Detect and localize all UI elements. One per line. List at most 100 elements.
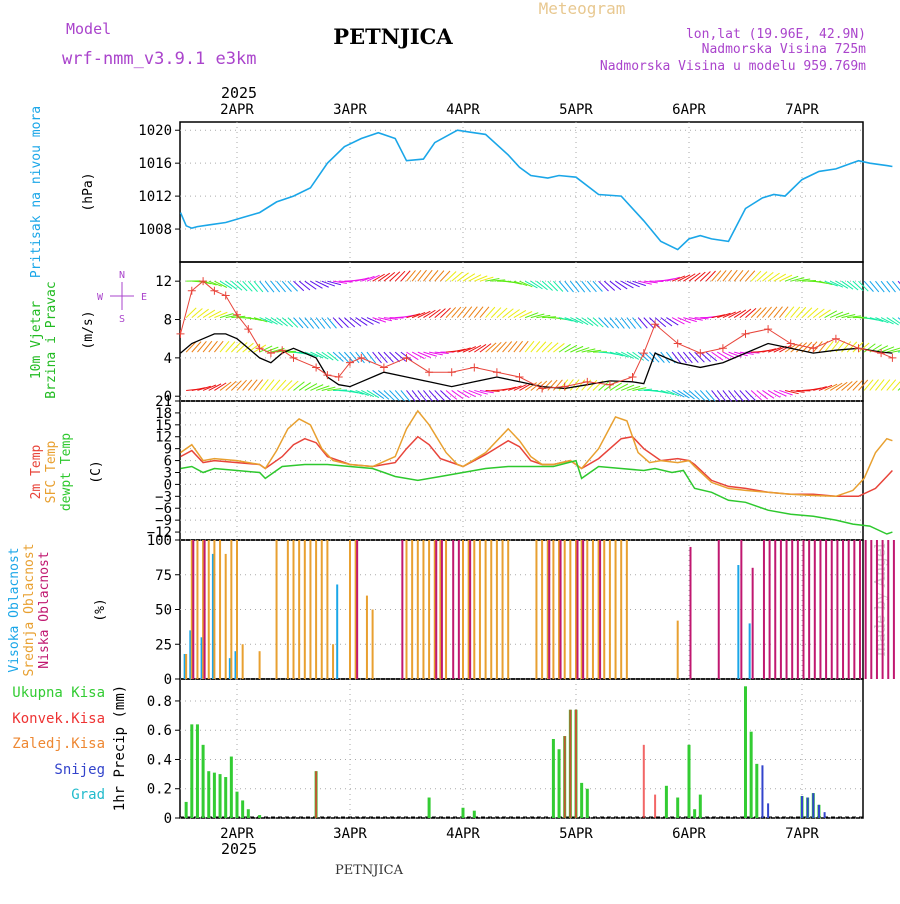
- wind-arrow: [559, 344, 571, 352]
- cloud-bar-2: [808, 540, 810, 679]
- precip-ytick-label: 0: [164, 811, 172, 827]
- year-bottom: 2025: [221, 840, 257, 858]
- wind-arrow: [695, 390, 705, 400]
- cloud-bar-1: [677, 621, 679, 679]
- day-label-top-6APR: 6APR: [672, 102, 706, 118]
- wind-arrow: [553, 281, 562, 291]
- cloud-bar-2: [469, 540, 471, 679]
- temp-ylabel-label-2: dewpt Temp: [59, 433, 74, 511]
- wind-arrow: [203, 310, 215, 318]
- precip-bar-0: [580, 783, 583, 818]
- cloud-bar-1: [564, 540, 566, 679]
- wind-arrow: [463, 274, 475, 281]
- cloud-bar-2: [887, 540, 889, 679]
- cloud-bar-1: [309, 540, 311, 679]
- wind-arrow: [751, 308, 761, 318]
- panel-frame-2: [180, 401, 863, 540]
- wind-arrow: [559, 281, 568, 292]
- cloud-bar-0: [749, 623, 751, 679]
- wind-arrow: [333, 352, 343, 361]
- wind-arrow: [768, 273, 779, 281]
- wind-arrow: [390, 390, 400, 400]
- temp-line-2: [181, 461, 893, 534]
- temp-line-1: [181, 411, 893, 496]
- cloud-bar-2: [599, 540, 601, 679]
- cloud-ytick-label: 75: [155, 568, 172, 584]
- cloud-bar-1: [236, 540, 238, 679]
- cloud-bar-1: [479, 540, 481, 679]
- cloud-bar-2: [814, 540, 816, 679]
- cloud-bar-2: [752, 568, 754, 679]
- wind-arrow: [762, 307, 771, 318]
- cloud-bar-1: [626, 540, 628, 679]
- wind-arrow: [390, 272, 400, 281]
- precip-bar-1: [569, 710, 571, 818]
- cloud-bar-2: [204, 540, 206, 679]
- precip-bar-0: [688, 745, 691, 818]
- wind-arrow: [627, 281, 640, 287]
- wind-gust-line: [181, 281, 893, 388]
- wind-arrow: [553, 343, 564, 352]
- wind-speed-line: [181, 334, 893, 389]
- wind-arrow: [299, 318, 308, 329]
- precip-legend-3: Snijeg: [54, 762, 105, 778]
- cloud-bar-1: [615, 540, 617, 679]
- day-label-bottom-5APR: 5APR: [559, 826, 593, 842]
- pressure-ytick-label: 1012: [138, 189, 172, 205]
- panel-frames: [180, 122, 863, 818]
- cloud-bar-2: [786, 540, 788, 679]
- wind-arrow: [401, 271, 410, 281]
- model-elevation: Nadmorska Visina u modelu 959.769m: [600, 59, 866, 74]
- cloud-bar-1: [535, 540, 537, 679]
- cloud-bar-2: [582, 540, 584, 679]
- precip-bar-3: [807, 798, 809, 818]
- day-label-bottom-6APR: 6APR: [672, 826, 706, 842]
- wind-arrow: [830, 312, 843, 318]
- cloud-bar-2: [893, 540, 895, 679]
- wind-unit: (m/s): [81, 310, 96, 349]
- wind-arrow: [774, 390, 787, 396]
- cloud-bar-1: [242, 644, 244, 679]
- wind-arrow: [762, 272, 773, 281]
- wind-ytick-label: 8: [164, 313, 172, 329]
- wind-arrow: [401, 390, 410, 401]
- precip-bar-0: [230, 757, 233, 818]
- wind-arrow: [881, 347, 894, 352]
- wind-gust-point: [222, 292, 230, 300]
- wind-arrow: [440, 308, 450, 318]
- wind-gust-point: [516, 373, 524, 381]
- wind-arrow: [604, 281, 614, 290]
- cloud-bar-2: [780, 540, 782, 679]
- wind-arrow: [813, 309, 824, 318]
- wind-arrow: [700, 271, 710, 281]
- wind-arrow: [491, 342, 501, 352]
- precip-bar-0: [224, 777, 227, 818]
- cloud-bar-1: [428, 540, 430, 679]
- cloud-bar-2: [803, 540, 805, 679]
- cloud-ylabel-label-0: Visoka Oblacnost: [7, 547, 22, 672]
- wind-gust-point: [764, 325, 772, 333]
- wind-arrow: [463, 390, 476, 396]
- wind-arrow: [367, 318, 380, 324]
- precip-ylabel: 1hr Precip (mm): [112, 685, 128, 811]
- wind-arrow: [666, 318, 678, 325]
- wind-gust-point: [640, 349, 648, 357]
- cloud-bar-2: [690, 547, 692, 679]
- precip-bar-0: [207, 771, 210, 818]
- wind-gust-point: [425, 368, 433, 376]
- cloud-bar-2: [577, 540, 579, 679]
- precip-bar-3: [824, 812, 826, 818]
- compass-east: E: [141, 292, 147, 303]
- precip-bar-0: [213, 773, 216, 818]
- cloud-ytick-label: 25: [155, 637, 172, 653]
- pressure-unit: (hPa): [81, 172, 96, 211]
- footer-title: PETNJICA: [335, 863, 404, 878]
- wind-arrow: [446, 307, 456, 317]
- precip-bar-1: [564, 736, 566, 818]
- precip-ytick-label: 0.2: [147, 782, 172, 798]
- cloud-ytick-label: 100: [147, 533, 172, 549]
- model-label: Model: [66, 20, 111, 38]
- wind-arrow: [209, 311, 221, 318]
